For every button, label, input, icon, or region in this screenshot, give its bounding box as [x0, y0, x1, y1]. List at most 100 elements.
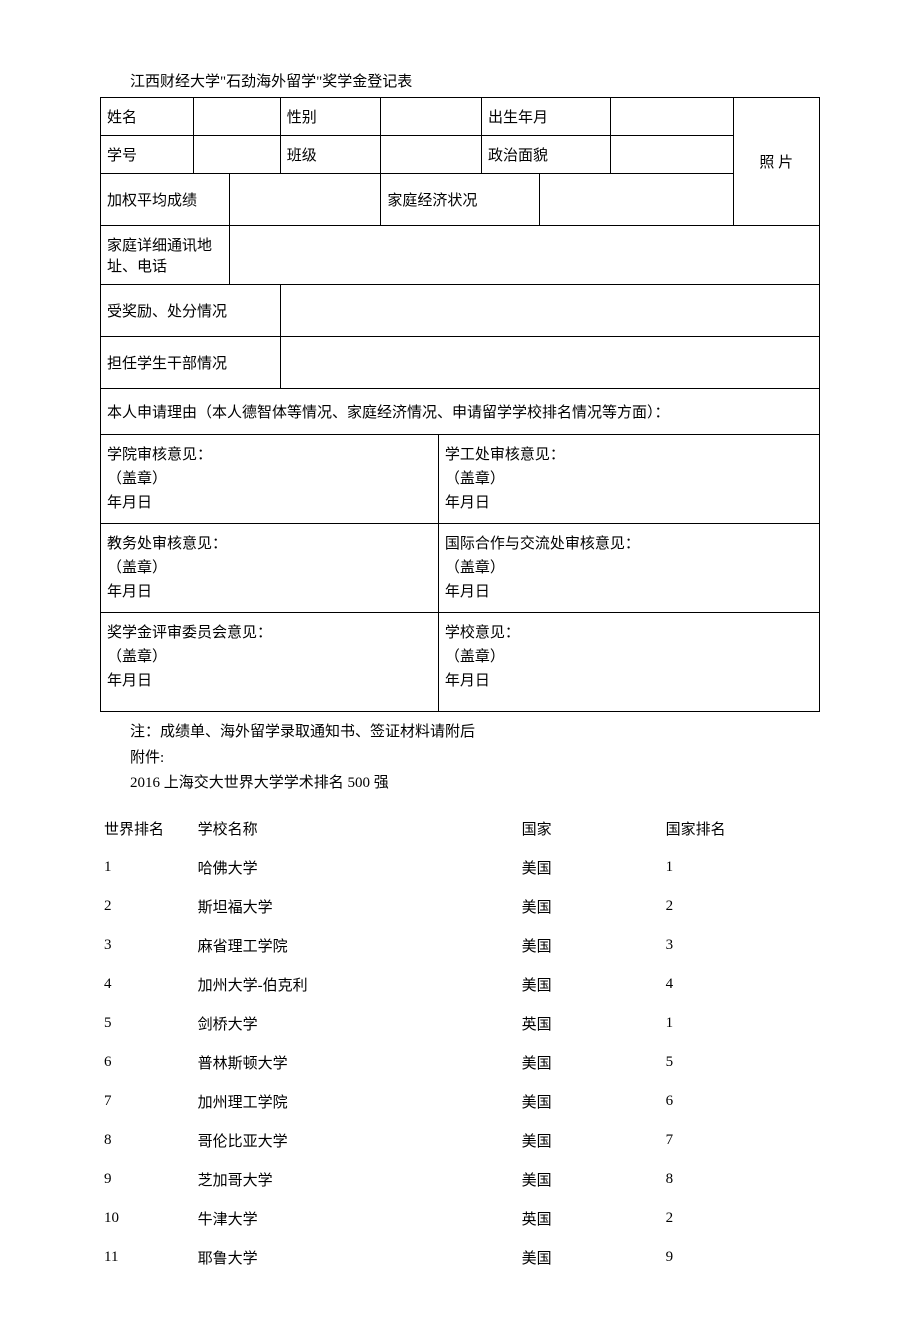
value-gender — [381, 98, 482, 136]
label-photo: 照 片 — [733, 98, 819, 226]
cell-world-rank: 9 — [100, 1160, 194, 1199]
ranking-header-row: 世界排名 学校名称 国家 国家排名 — [100, 809, 820, 848]
col-world-rank: 世界排名 — [100, 809, 194, 848]
label-family-econ: 家庭经济状况 — [381, 174, 539, 226]
cell-school-name: 加州大学-伯克利 — [194, 965, 518, 1004]
cell-national-rank: 6 — [662, 1082, 820, 1121]
col-school-name: 学校名称 — [194, 809, 518, 848]
opinion-seal: （盖章） — [107, 645, 432, 669]
table-row: 8哥伦比亚大学美国7 — [100, 1121, 820, 1160]
cell-country: 美国 — [518, 1043, 662, 1082]
cell-country: 美国 — [518, 965, 662, 1004]
cell-national-rank: 3 — [662, 926, 820, 965]
opinion-date: 年月日 — [107, 491, 432, 515]
opinion-student-affairs: 学工处审核意见： （盖章） 年月日 — [438, 435, 819, 524]
label-awards: 受奖励、处分情况 — [101, 285, 281, 337]
cell-world-rank: 1 — [100, 848, 194, 887]
cell-country: 美国 — [518, 1160, 662, 1199]
opinion-date: 年月日 — [445, 669, 813, 693]
opinion-committee: 奖学金评审委员会意见： （盖章） 年月日 — [101, 613, 439, 712]
cell-world-rank: 11 — [100, 1238, 194, 1277]
value-awards — [280, 285, 819, 337]
label-name: 姓名 — [101, 98, 194, 136]
opinion-seal: （盖章） — [107, 467, 432, 491]
label-studentno: 学号 — [101, 136, 194, 174]
note-3: 2016 上海交大世界大学学术排名 500 强 — [130, 771, 820, 797]
label-gender: 性别 — [280, 98, 381, 136]
opinion-school: 学校意见： （盖章） 年月日 — [438, 613, 819, 712]
label-political: 政治面貌 — [482, 136, 611, 174]
opinion-academic-affairs: 教务处审核意见： （盖章） 年月日 — [101, 524, 439, 613]
cell-world-rank: 3 — [100, 926, 194, 965]
registration-form: 姓名 性别 出生年月 照 片 学号 班级 政治面貌 加权平均成绩 家庭经济状况 … — [100, 97, 820, 712]
table-row: 1哈佛大学美国1 — [100, 848, 820, 887]
opinion-intl-title: 国际合作与交流处审核意见： — [445, 532, 813, 556]
opinion-seal: （盖章） — [107, 556, 432, 580]
table-row: 9芝加哥大学美国8 — [100, 1160, 820, 1199]
cell-school-name: 牛津大学 — [194, 1199, 518, 1238]
opinion-seal: （盖章） — [445, 645, 813, 669]
cell-world-rank: 7 — [100, 1082, 194, 1121]
label-cadre: 担任学生干部情况 — [101, 337, 281, 389]
table-row: 7加州理工学院美国6 — [100, 1082, 820, 1121]
cell-world-rank: 8 — [100, 1121, 194, 1160]
opinion-aa-title: 教务处审核意见： — [107, 532, 432, 556]
cell-school-name: 剑桥大学 — [194, 1004, 518, 1043]
value-weighted-avg — [230, 174, 381, 226]
cell-school-name: 芝加哥大学 — [194, 1160, 518, 1199]
cell-national-rank: 1 — [662, 848, 820, 887]
cell-national-rank: 5 — [662, 1043, 820, 1082]
cell-national-rank: 4 — [662, 965, 820, 1004]
opinion-date: 年月日 — [445, 491, 813, 515]
opinion-college: 学院审核意见： （盖章） 年月日 — [101, 435, 439, 524]
cell-world-rank: 4 — [100, 965, 194, 1004]
value-studentno — [194, 136, 280, 174]
opinion-school-title: 学校意见： — [445, 621, 813, 645]
value-class — [381, 136, 482, 174]
cell-world-rank: 2 — [100, 887, 194, 926]
table-row: 6普林斯顿大学美国5 — [100, 1043, 820, 1082]
opinion-seal: （盖章） — [445, 467, 813, 491]
cell-national-rank: 2 — [662, 887, 820, 926]
cell-world-rank: 6 — [100, 1043, 194, 1082]
cell-national-rank: 9 — [662, 1238, 820, 1277]
cell-school-name: 耶鲁大学 — [194, 1238, 518, 1277]
cell-national-rank: 8 — [662, 1160, 820, 1199]
label-birth: 出生年月 — [482, 98, 611, 136]
table-row: 3麻省理工学院美国3 — [100, 926, 820, 965]
cell-school-name: 斯坦福大学 — [194, 887, 518, 926]
cell-national-rank: 2 — [662, 1199, 820, 1238]
cell-country: 英国 — [518, 1004, 662, 1043]
ranking-table: 世界排名 学校名称 国家 国家排名 1哈佛大学美国12斯坦福大学美国23麻省理工… — [100, 809, 820, 1277]
label-class: 班级 — [280, 136, 381, 174]
opinion-committee-title: 奖学金评审委员会意见： — [107, 621, 432, 645]
col-national-rank: 国家排名 — [662, 809, 820, 848]
cell-country: 英国 — [518, 1199, 662, 1238]
value-birth — [611, 98, 733, 136]
label-family-addr: 家庭详细通讯地址、电话 — [101, 226, 230, 285]
opinion-date: 年月日 — [107, 580, 432, 604]
cell-country: 美国 — [518, 926, 662, 965]
value-family-addr — [230, 226, 820, 285]
value-family-econ — [539, 174, 733, 226]
opinion-date: 年月日 — [445, 580, 813, 604]
opinion-date: 年月日 — [107, 669, 432, 693]
cell-country: 美国 — [518, 1238, 662, 1277]
value-political — [611, 136, 733, 174]
cell-country: 美国 — [518, 1082, 662, 1121]
cell-national-rank: 1 — [662, 1004, 820, 1043]
cell-country: 美国 — [518, 848, 662, 887]
opinion-sa-title: 学工处审核意见： — [445, 443, 813, 467]
table-row: 5剑桥大学英国1 — [100, 1004, 820, 1043]
col-country: 国家 — [518, 809, 662, 848]
cell-world-rank: 5 — [100, 1004, 194, 1043]
note-2: 附件: — [130, 746, 820, 772]
cell-school-name: 麻省理工学院 — [194, 926, 518, 965]
value-name — [194, 98, 280, 136]
notes-section: 注：成绩单、海外留学录取通知书、签证材料请附后 附件: 2016 上海交大世界大… — [130, 720, 820, 797]
cell-national-rank: 7 — [662, 1121, 820, 1160]
cell-school-name: 加州理工学院 — [194, 1082, 518, 1121]
opinion-seal: （盖章） — [445, 556, 813, 580]
cell-school-name: 普林斯顿大学 — [194, 1043, 518, 1082]
table-row: 2斯坦福大学美国2 — [100, 887, 820, 926]
